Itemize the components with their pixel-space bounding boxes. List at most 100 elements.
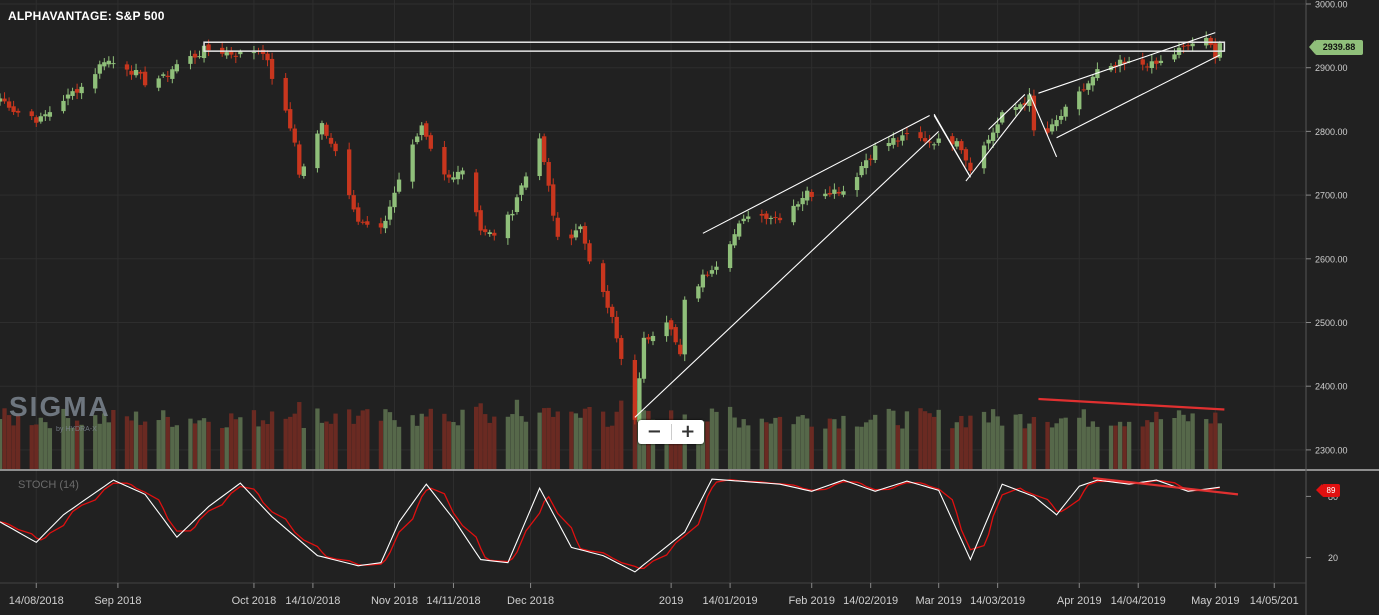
volume-bar — [188, 418, 193, 469]
volume-bar — [859, 426, 864, 469]
volume-bar — [1054, 423, 1059, 469]
volume-bar — [70, 427, 75, 469]
candle-body — [47, 112, 53, 117]
volume-bar — [632, 404, 638, 469]
candle-body — [460, 170, 465, 175]
volume-bar — [365, 409, 370, 469]
volume-bar — [1081, 409, 1086, 469]
volume-bar — [487, 422, 492, 469]
volume-bar — [410, 415, 415, 469]
price-axis-label: 2800.00 — [1315, 127, 1348, 137]
candle-body — [38, 116, 43, 122]
candle-body — [197, 56, 202, 58]
trendline — [634, 130, 940, 418]
candle-body — [759, 213, 764, 216]
volume-bar — [328, 423, 334, 469]
volume-bar — [2, 408, 7, 469]
volume-bar — [854, 426, 860, 469]
volume-bar — [229, 413, 234, 469]
candle-body — [968, 162, 973, 171]
candle-body — [904, 133, 910, 135]
volume-bar — [283, 418, 288, 469]
candle-body — [727, 244, 733, 269]
volume-bar — [11, 425, 16, 469]
candle-body — [424, 123, 429, 137]
candle-body — [746, 216, 751, 219]
candle-body — [419, 125, 424, 136]
candle-body — [297, 144, 302, 175]
candle-body — [1022, 102, 1028, 106]
volume-bar — [156, 420, 161, 469]
candle-body — [646, 337, 651, 340]
volume-bar — [97, 423, 102, 469]
time-axis-label: Dec 2018 — [507, 595, 554, 607]
candle-body — [351, 195, 356, 210]
volume-bar — [773, 417, 778, 469]
candle-body — [79, 86, 84, 94]
candle-body — [600, 263, 606, 292]
volume-bar — [1122, 426, 1127, 469]
volume-bar — [900, 428, 905, 469]
volume-bar — [895, 425, 901, 469]
candle-body — [319, 123, 325, 135]
candle-body — [800, 197, 805, 205]
volume-bar — [1185, 421, 1191, 469]
candle-body — [251, 52, 257, 54]
candle-body — [1054, 120, 1059, 127]
candle-body — [442, 147, 447, 175]
zoom-out-button[interactable]: − — [638, 420, 671, 444]
volume-bar — [968, 415, 973, 469]
zoom-in-button[interactable]: + — [672, 420, 705, 444]
candle-body — [1013, 107, 1018, 110]
candle-body — [823, 193, 828, 197]
candle-body — [192, 53, 198, 58]
volume-bar — [614, 411, 619, 469]
candle-body — [986, 139, 991, 144]
candle-body — [954, 141, 959, 147]
candle-body — [510, 213, 515, 216]
volume-bar — [523, 421, 529, 469]
volume-bar — [224, 427, 229, 469]
volume-bar — [673, 421, 678, 469]
volume-bar — [995, 416, 1000, 469]
candle-body — [97, 64, 102, 74]
volume-bar — [823, 428, 828, 469]
candle-body — [1154, 60, 1159, 64]
volume-bar — [0, 419, 3, 469]
stoch-d-line — [0, 478, 1220, 569]
candle-body — [43, 114, 48, 117]
candle-body — [995, 124, 1000, 133]
volume-bar — [61, 408, 66, 469]
candle-body — [868, 158, 873, 160]
volume-bar — [387, 412, 393, 469]
candle-body — [827, 192, 833, 195]
candle-body — [34, 117, 39, 123]
volume-bar — [473, 406, 479, 469]
candle-body — [70, 91, 75, 96]
candle-body — [396, 179, 402, 192]
candle-body — [360, 221, 365, 223]
time-axis-label: 14/10/2018 — [285, 595, 340, 607]
volume-bar — [483, 414, 488, 469]
volume-bar — [714, 411, 719, 469]
volume-bar — [347, 409, 352, 469]
candle-body — [832, 189, 837, 194]
volume-bar — [904, 411, 910, 469]
candle-body — [111, 63, 116, 65]
volume-bar — [981, 411, 987, 469]
volume-bar — [700, 421, 706, 469]
volume-bar — [800, 415, 805, 469]
candle-body — [795, 204, 801, 207]
candle-body — [165, 75, 170, 77]
volume-bar — [396, 426, 402, 469]
volume-bar — [777, 416, 783, 469]
volume-bar — [746, 425, 751, 469]
volume-bar — [891, 410, 896, 469]
volume-bar — [841, 415, 846, 469]
candle-body — [65, 94, 71, 99]
volume-bar — [15, 414, 21, 469]
candle-body — [682, 299, 687, 355]
candle-body — [265, 53, 270, 61]
volume-bar — [936, 409, 941, 469]
